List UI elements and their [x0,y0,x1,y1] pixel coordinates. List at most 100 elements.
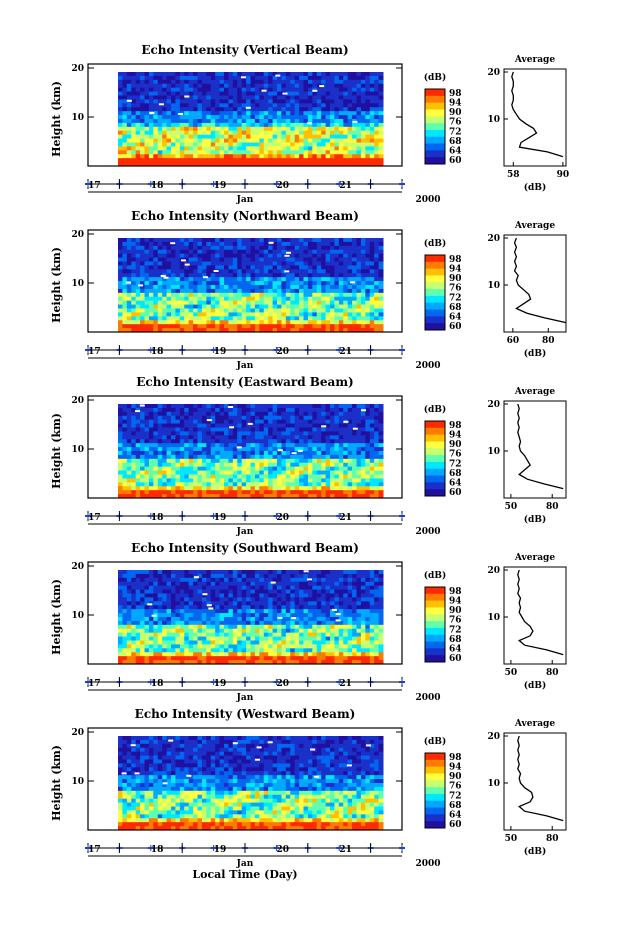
heatmap-cell [131,142,137,147]
heatmap-cell [184,83,190,89]
heatmap-cell [352,439,357,444]
heatmap-cell [334,470,340,475]
heatmap-cell [290,95,296,100]
heatmap-cell [338,320,344,325]
gap-mark [135,410,141,413]
heatmap-cell [219,245,225,251]
heatmap-cell [193,103,198,108]
heatmap-cell [215,87,221,93]
heatmap-cell [166,130,172,136]
heatmap-cell [201,308,207,313]
heatmap-cell [162,466,168,472]
heatmap-cell [330,265,335,270]
heatmap-cell [131,257,137,262]
heatmap-cell [316,119,322,124]
heatmap-cell [144,573,150,579]
heatmap-cell [268,119,274,124]
heatmap-cell [338,411,344,417]
heatmap-cell [365,478,371,483]
heatmap-cell [250,447,256,452]
heatmap-cell [299,91,304,96]
heatmap-cell [197,415,203,421]
heatmap-cell [175,134,181,140]
heatmap-cell [299,423,304,428]
heatmap-cell [175,458,181,464]
heatmap-cell [126,466,132,472]
heatmap-cell [360,316,366,321]
heatmap-cell [237,158,243,163]
heatmap-cell [360,253,366,259]
heatmap-cell [307,122,313,128]
heatmap-cell [184,122,190,128]
heatmap-cell [369,589,375,594]
heatmap-cell [290,570,296,575]
heatmap-cell [140,142,145,147]
heatmap-cell [263,122,269,128]
heatmap-cell [153,245,159,251]
heatmap-cell [365,581,371,587]
heatmap-cell [144,435,150,440]
heatmap-cell [347,265,353,270]
heatmap-cell [277,300,282,306]
heatmap-cell [153,249,159,255]
heatmap-cell [268,241,274,247]
heatmap-cell [232,257,238,262]
heatmap-cell [215,443,221,448]
heatmap-cell [118,72,123,77]
heatmap-cell [228,439,234,444]
heatmap-cell [228,458,234,464]
heatmap-cell [330,451,335,456]
heatmap-cell [321,474,327,479]
heatmap-cell [277,126,282,132]
heatmap-cell [135,431,141,436]
heatmap-cell [369,269,375,274]
heatmap-cell [250,312,256,317]
heatmap-cell [338,257,344,262]
gap-mark [184,95,190,98]
heatmap-cell [347,466,353,472]
heatmap-cell [277,454,282,460]
heatmap-cell [188,435,194,440]
heatmap-cell [369,462,375,468]
heatmap-cell [175,419,181,425]
heatmap-cell [347,490,353,495]
heatmap-cell [330,99,335,104]
heatmap-cell [166,300,172,306]
heatmap-cell [281,324,287,329]
heatmap-cell [153,494,159,499]
heatmap-cell [197,447,203,452]
heatmap-cell [277,91,282,96]
heatmap-cell [122,443,128,448]
heatmap-cell [290,253,296,259]
heatmap-cell [166,158,172,163]
heatmap-cell [166,316,172,321]
colorbar-frame [424,88,446,165]
heatmap-cell [241,79,247,85]
heatmap-cell [206,478,212,483]
heatmap-cell [312,447,318,452]
heatmap-cell [219,107,225,112]
heatmap-cell [307,573,313,579]
heatmap-cell [188,146,194,151]
heatmap-cell [312,292,318,298]
heatmap-cell [184,146,190,151]
heatmap-cell [312,470,318,475]
heatmap-cells [118,404,384,499]
heatmap-cell [148,103,154,108]
gap-mark [126,99,132,102]
heatmap-cell [281,478,287,483]
colorbar-tick-label: 60 [449,156,462,166]
heatmap-cell [179,154,185,159]
heatmap-cell [184,281,190,286]
heatmap-cell [148,454,154,460]
heatmap-cell [166,435,172,440]
heatmap-cell [126,320,132,325]
heatmap-cell [250,126,256,132]
heatmap-cell [135,411,141,417]
heatmap-cell [148,439,154,444]
heatmap-cell [188,296,194,302]
heatmap-cell [193,142,198,147]
heatmap-cell [241,83,247,89]
heatmap-cell [303,300,309,306]
heatmap-cell [201,570,207,575]
